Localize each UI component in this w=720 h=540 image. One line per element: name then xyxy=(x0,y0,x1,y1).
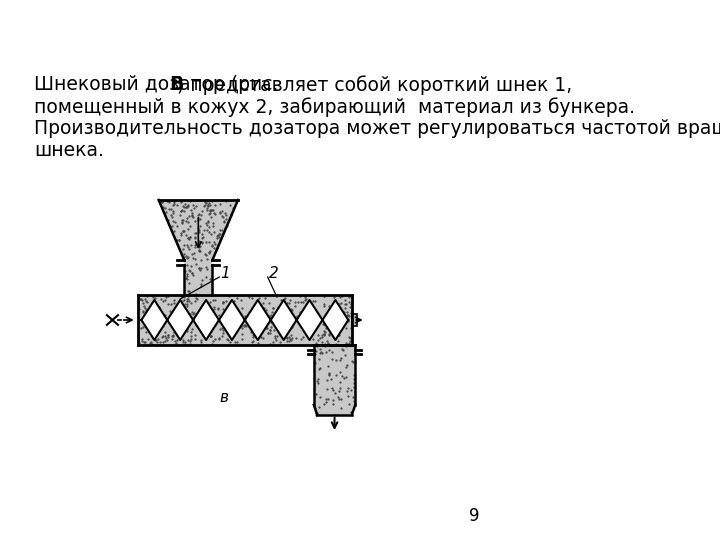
Text: помещенный в кожух 2, забирающий  материал из бункера.: помещенный в кожух 2, забирающий материа… xyxy=(35,97,636,117)
Polygon shape xyxy=(141,320,167,340)
Polygon shape xyxy=(167,300,193,320)
Text: 2: 2 xyxy=(269,266,279,280)
Text: 9: 9 xyxy=(469,507,480,525)
Text: Шнековый дозатор (рис.: Шнековый дозатор (рис. xyxy=(35,75,285,94)
Polygon shape xyxy=(271,300,297,320)
Polygon shape xyxy=(219,320,245,340)
Text: Производительность дозатора может регулироваться частотой вращения: Производительность дозатора может регули… xyxy=(35,119,720,138)
Text: ) представляет собой короткий шнек 1,: ) представляет собой короткий шнек 1, xyxy=(176,75,572,94)
Text: 1: 1 xyxy=(221,266,230,280)
Text: шнека.: шнека. xyxy=(35,141,104,160)
Polygon shape xyxy=(245,300,271,320)
Bar xyxy=(352,314,357,326)
Bar xyxy=(138,295,352,345)
Polygon shape xyxy=(297,320,323,340)
Polygon shape xyxy=(219,300,245,320)
Text: В: В xyxy=(169,75,184,94)
Polygon shape xyxy=(245,320,271,340)
Polygon shape xyxy=(193,300,219,320)
Text: в: в xyxy=(220,390,229,405)
Polygon shape xyxy=(323,300,348,320)
Polygon shape xyxy=(297,300,323,320)
Polygon shape xyxy=(193,320,219,340)
Polygon shape xyxy=(167,320,193,340)
Polygon shape xyxy=(271,320,297,340)
Polygon shape xyxy=(314,345,355,415)
Polygon shape xyxy=(141,300,167,320)
Polygon shape xyxy=(184,260,212,295)
Polygon shape xyxy=(158,200,238,260)
Polygon shape xyxy=(323,320,348,340)
